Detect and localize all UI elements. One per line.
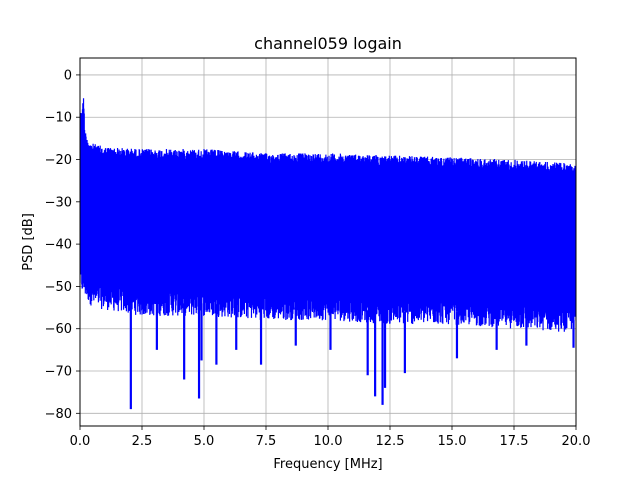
y-axis-label: PSD [dB] [21,213,36,271]
psd-series-trace [80,98,576,332]
x-axis-label: Frequency [MHz] [273,457,382,472]
y-tick-label: −30 [45,195,72,210]
y-tick-label: −70 [45,365,72,380]
x-tick-label: 0.0 [70,434,91,449]
y-tick-label: −10 [45,111,72,126]
x-tick-label: 17.5 [500,434,529,449]
y-tick-label: −50 [45,280,72,295]
x-tick-label: 12.5 [376,434,405,449]
chart-title: channel059 logain [254,34,402,53]
y-tick-label: 0 [64,68,72,83]
x-tick-label: 15.0 [438,434,467,449]
plot-layer [80,98,576,410]
x-tick-label: 10.0 [314,434,343,449]
x-tick-label: 7.5 [256,434,277,449]
ticks-layer: 0.0 2.5 5.0 7.5 10.0 12.5 15.0 17.5 20.0 0 −10 −20 −… [45,68,591,449]
y-tick-label: −60 [45,322,72,337]
y-tick-label: −40 [45,238,72,253]
x-tick-label: 5.0 [194,434,215,449]
y-tick-label: −20 [45,153,72,168]
x-tick-label: 2.5 [132,434,153,449]
y-tick-label: −80 [45,407,72,422]
x-tick-label: 20.0 [562,434,591,449]
